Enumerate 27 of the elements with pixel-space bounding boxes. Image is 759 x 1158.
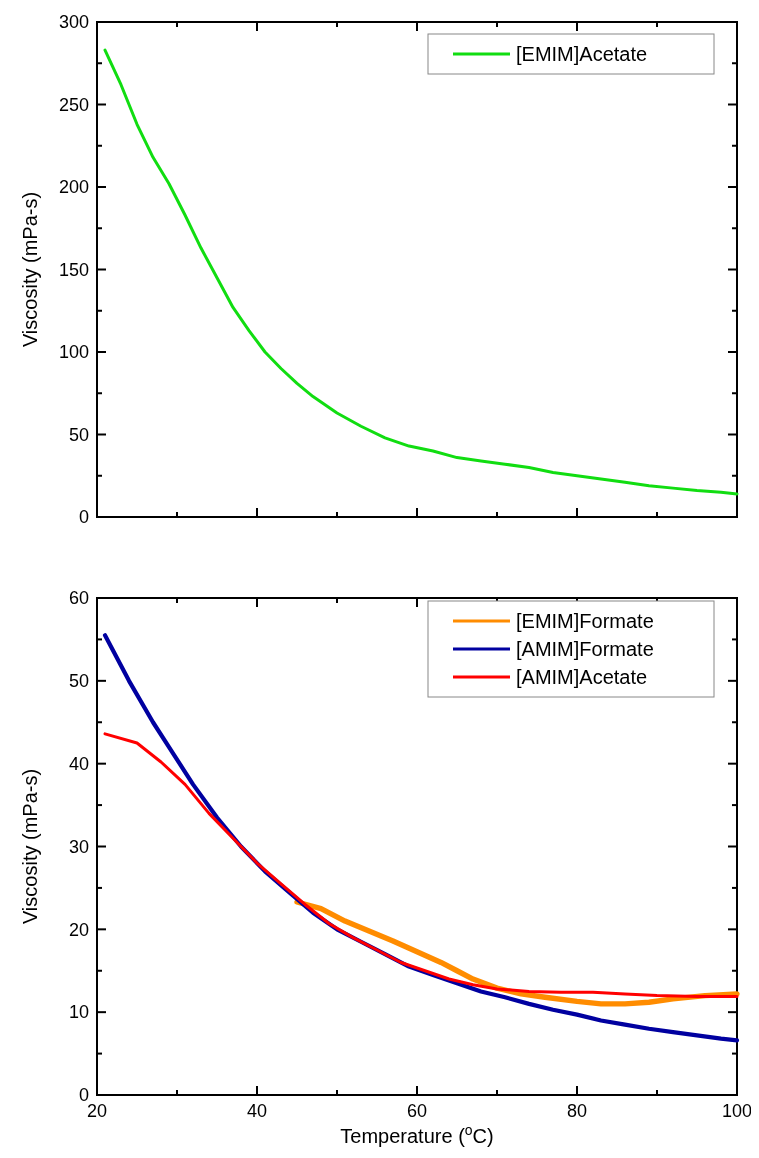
y-tick-label: 150	[58, 259, 89, 280]
y-tick-label: 50	[68, 671, 89, 692]
y-tick-label: 300	[58, 12, 89, 33]
legend-label: [AMIM]Formate	[516, 638, 654, 660]
legend-label: [EMIM]Formate	[516, 610, 654, 632]
x-tick-label: 40	[246, 1101, 268, 1121]
y-tick-label: 50	[68, 424, 89, 445]
x-tick-label: 80	[566, 1101, 588, 1121]
x-tick-label: 100	[721, 1101, 753, 1121]
y-tick-label: 60	[68, 588, 89, 609]
legend-label: [EMIM]Acetate	[516, 43, 648, 65]
y-axis-title: Viscosity (mPa-s)	[19, 768, 41, 925]
y-tick-label: 200	[58, 177, 89, 198]
y-tick-label: 0	[78, 1085, 89, 1106]
x-tick-label: 60	[406, 1101, 428, 1121]
y-tick-label: 30	[68, 836, 89, 857]
y-axis-title: Viscosity (mPa-s)	[19, 191, 41, 348]
legend-label: [AMIM]Acetate	[516, 666, 648, 688]
line-series	[103, 732, 739, 998]
y-tick-label: 10	[68, 1002, 89, 1023]
line-series	[103, 48, 739, 496]
y-tick-label: 40	[68, 753, 89, 774]
y-tick-label: 20	[68, 919, 89, 940]
y-tick-label: 0	[78, 507, 89, 528]
y-tick-label: 100	[58, 342, 89, 363]
y-tick-label: 250	[58, 94, 89, 115]
x-axis-title: Temperature ($^{o}$C)	[340, 1122, 494, 1147]
